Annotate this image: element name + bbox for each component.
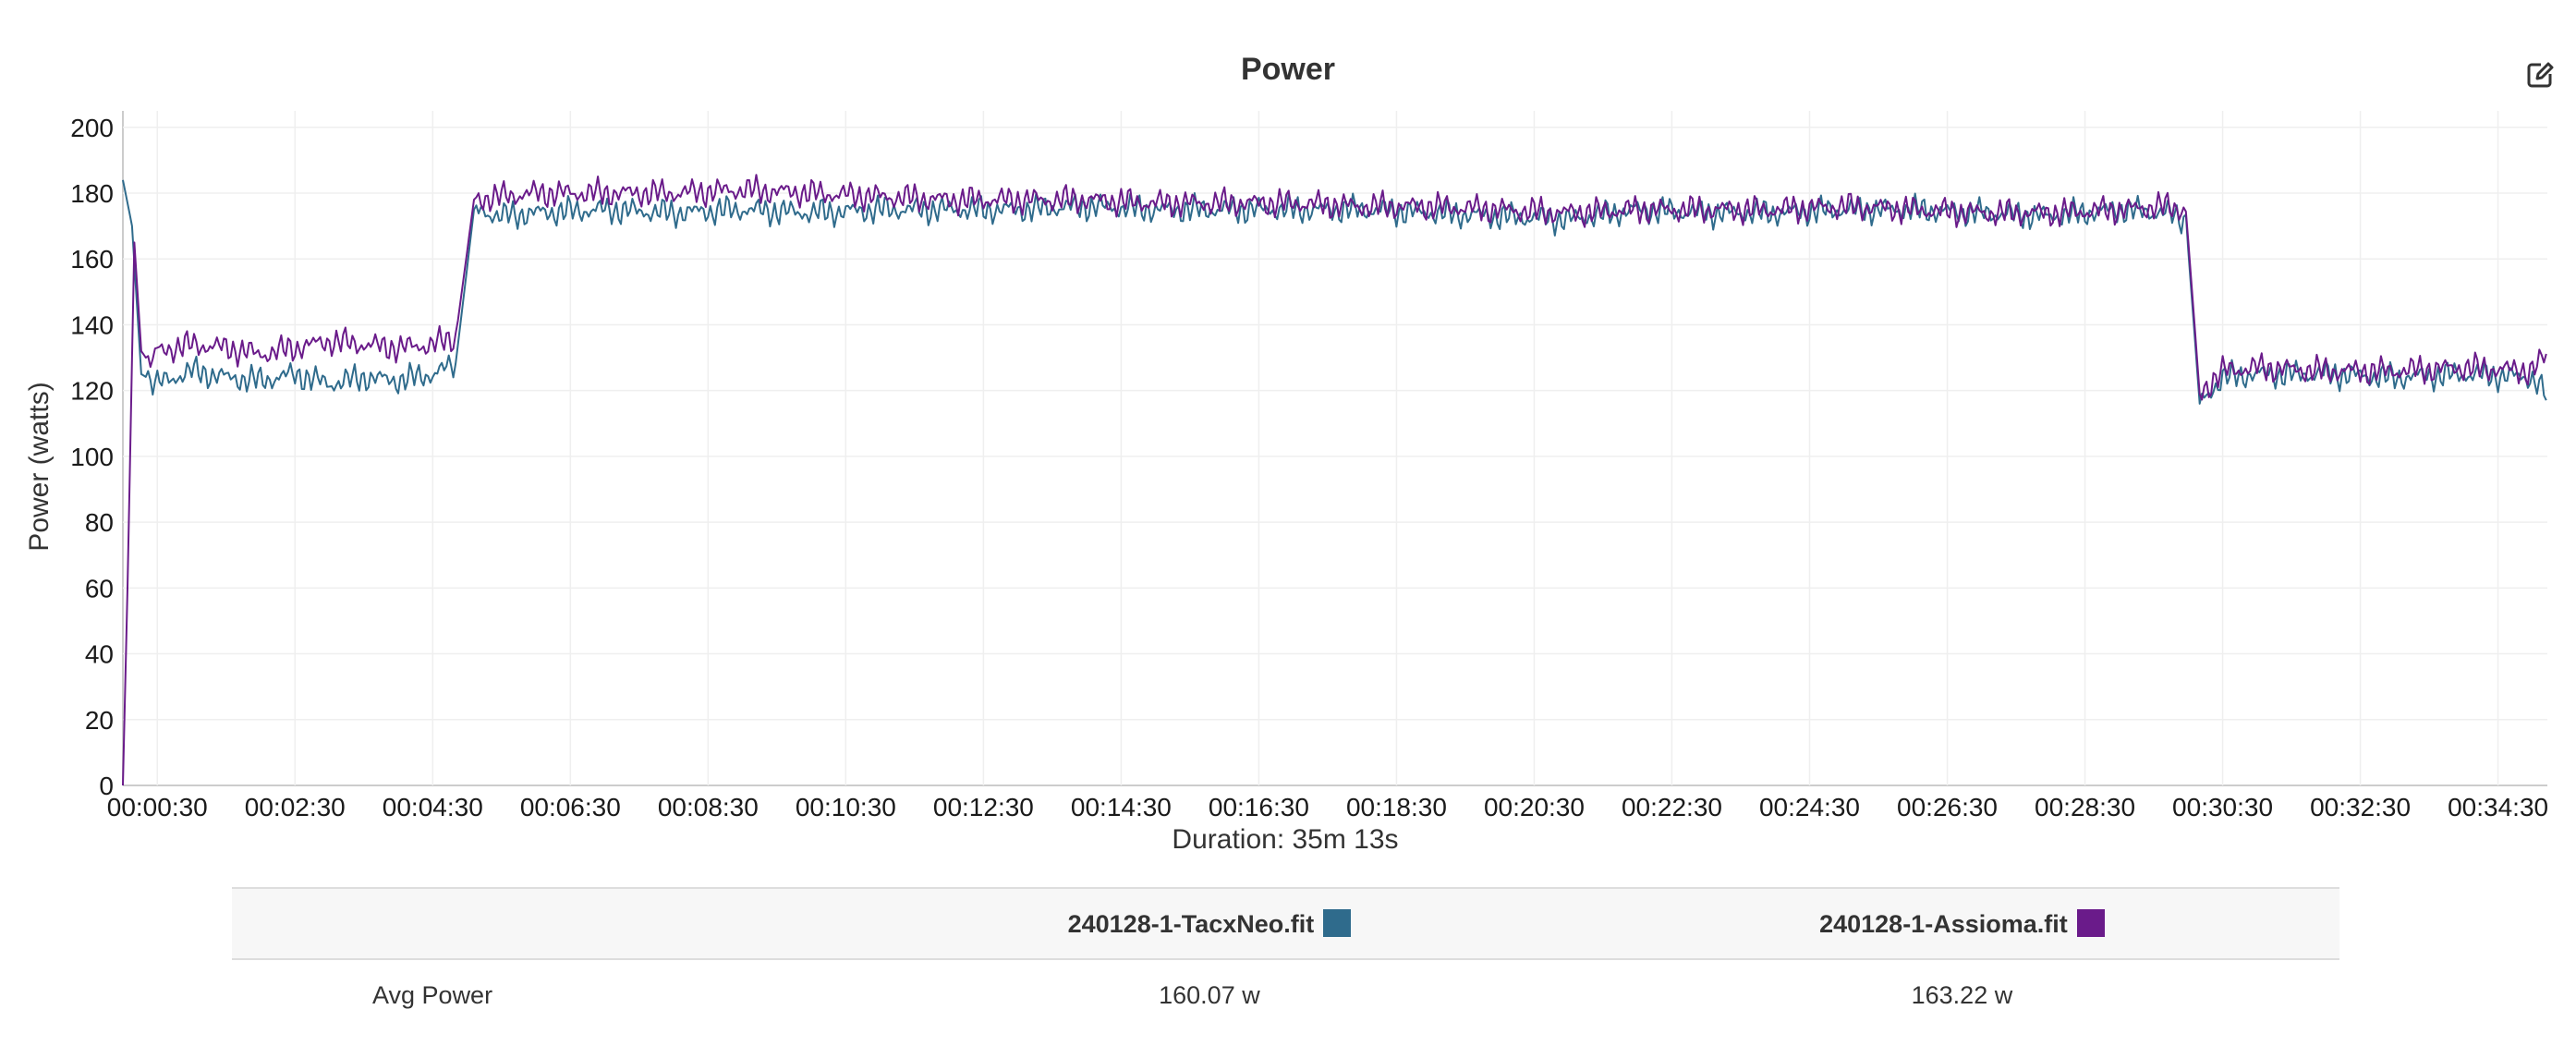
x-tick-label: 00:04:30 [383,793,483,821]
x-tick-label: 00:32:30 [2310,793,2411,821]
y-tick-label: 20 [85,706,114,735]
x-tick-label: 00:06:30 [520,793,621,821]
x-tick-label: 00:00:30 [107,793,208,821]
y-tick-label: 160 [70,245,114,274]
avg-power-tacxneo: 160.07 w [1159,981,1260,1009]
stats-header-empty [232,887,834,960]
table-row: Avg Power 160.07 w 163.22 w [232,959,2339,1031]
y-tick-label: 200 [70,114,114,142]
x-tick-label: 00:30:30 [2172,793,2273,821]
stats-header-assioma: 240128-1-Assioma.fit [1584,887,2339,960]
series-lines [122,174,2547,786]
y-tick-label: 100 [70,443,114,471]
x-tick-label: 00:34:30 [2448,793,2548,821]
y-axis-ticks: 0 20 40 60 80 100 120 140 160 180 200 [70,114,114,800]
y-axis-title: Power (watts) [24,382,55,551]
grid-lines [122,111,2547,786]
x-axis-ticks: 00:00:30 00:02:30 00:04:30 00:06:30 00:08:30… [107,793,2548,821]
x-tick-label: 00:20:30 [1484,793,1585,821]
y-tick-label: 180 [70,179,114,208]
y-tick-label: 120 [70,377,114,406]
x-tick-label: 00:26:30 [1897,793,1998,821]
y-tick-label: 140 [70,310,114,339]
y-tick-label: 0 [99,772,114,800]
y-tick-label: 60 [85,574,114,602]
series-name-assioma: 240128-1-Assioma.fit [1819,909,2068,938]
y-tick-label: 40 [85,640,114,669]
x-tick-label: 00:18:30 [1346,793,1447,821]
stats-header-row: 240128-1-TacxNeo.fit 240128-1-Assioma.fi… [232,887,2339,960]
x-tick-label: 00:16:30 [1209,793,1309,821]
x-tick-label: 00:28:30 [2035,793,2135,821]
x-tick-label: 00:22:30 [1622,793,1722,821]
chart-title: Power [1240,52,1336,87]
legend-swatch-tacxneo [1323,908,1352,937]
stats-header-tacxneo: 240128-1-TacxNeo.fit [834,887,1585,960]
x-tick-label: 00:12:30 [933,793,1034,821]
series-line-1 [122,174,2547,786]
avg-power-assioma: 163.22 w [1911,981,2013,1009]
series-line-0 [122,179,2547,405]
x-axis-title: Duration: 35m 13s [1172,824,1398,855]
series-name-tacxneo: 240128-1-TacxNeo.fit [1067,909,1315,938]
x-tick-label: 00:24:30 [1759,793,1860,821]
row-label-avg-power: Avg Power [372,981,493,1009]
legend-swatch-assioma [2076,908,2105,937]
edit-icon[interactable] [2526,61,2554,89]
stats-table: 240128-1-TacxNeo.fit 240128-1-Assioma.fi… [232,887,2339,1031]
x-tick-label: 00:02:30 [245,793,346,821]
x-tick-label: 00:08:30 [658,793,759,821]
x-tick-label: 00:14:30 [1071,793,1172,821]
y-tick-label: 80 [85,508,114,537]
x-tick-label: 00:10:30 [796,793,896,821]
